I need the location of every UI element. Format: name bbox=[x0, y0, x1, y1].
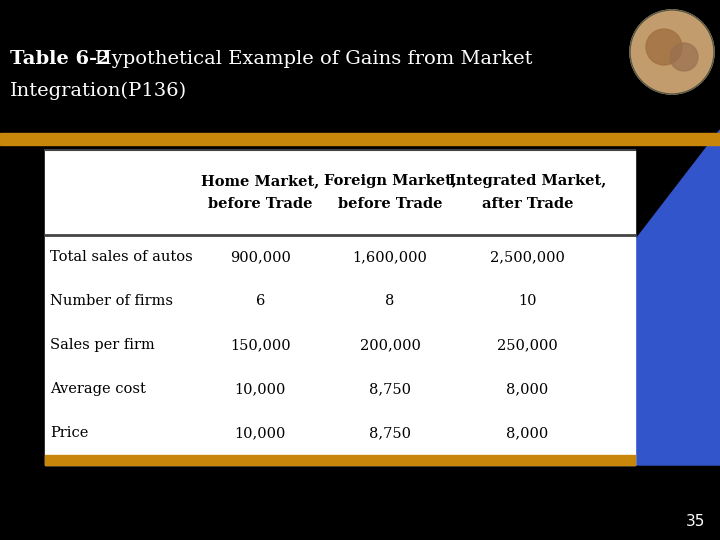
Circle shape bbox=[630, 10, 714, 94]
Text: 6: 6 bbox=[256, 294, 265, 308]
Text: Integration(P136): Integration(P136) bbox=[10, 82, 187, 100]
Text: 2,500,000: 2,500,000 bbox=[490, 250, 564, 264]
Text: 10: 10 bbox=[518, 294, 536, 308]
Text: Foreign Market,
before Trade: Foreign Market, before Trade bbox=[324, 174, 456, 211]
Text: Table 6-2: Table 6-2 bbox=[10, 50, 111, 68]
Text: 8,750: 8,750 bbox=[369, 382, 411, 396]
Text: 8,750: 8,750 bbox=[369, 426, 411, 440]
Text: 8: 8 bbox=[385, 294, 395, 308]
Bar bbox=[45, 455, 635, 465]
Circle shape bbox=[630, 10, 714, 94]
Text: Total sales of autos: Total sales of autos bbox=[50, 250, 193, 264]
Text: 10,000: 10,000 bbox=[235, 382, 286, 396]
Text: 1,600,000: 1,600,000 bbox=[353, 250, 428, 264]
Bar bbox=[45, 150, 635, 465]
Polygon shape bbox=[620, 130, 720, 465]
Bar bbox=[0, 133, 720, 145]
Text: Price: Price bbox=[50, 426, 89, 440]
Text: 200,000: 200,000 bbox=[360, 338, 420, 352]
Text: 250,000: 250,000 bbox=[497, 338, 558, 352]
Text: 150,000: 150,000 bbox=[230, 338, 291, 352]
Text: 8,000: 8,000 bbox=[506, 382, 549, 396]
Text: Number of firms: Number of firms bbox=[50, 294, 173, 308]
Text: Home Market,
before Trade: Home Market, before Trade bbox=[201, 174, 320, 211]
Text: : Hypothetical Example of Gains from Market: : Hypothetical Example of Gains from Mar… bbox=[82, 50, 533, 68]
Text: Average cost: Average cost bbox=[50, 382, 146, 396]
Text: 900,000: 900,000 bbox=[230, 250, 291, 264]
Text: 8,000: 8,000 bbox=[506, 426, 549, 440]
Text: 35: 35 bbox=[685, 515, 705, 530]
Text: 10,000: 10,000 bbox=[235, 426, 286, 440]
Text: Integrated Market,
after Trade: Integrated Market, after Trade bbox=[449, 174, 606, 211]
Text: Sales per firm: Sales per firm bbox=[50, 338, 155, 352]
Circle shape bbox=[646, 29, 682, 65]
Circle shape bbox=[670, 43, 698, 71]
